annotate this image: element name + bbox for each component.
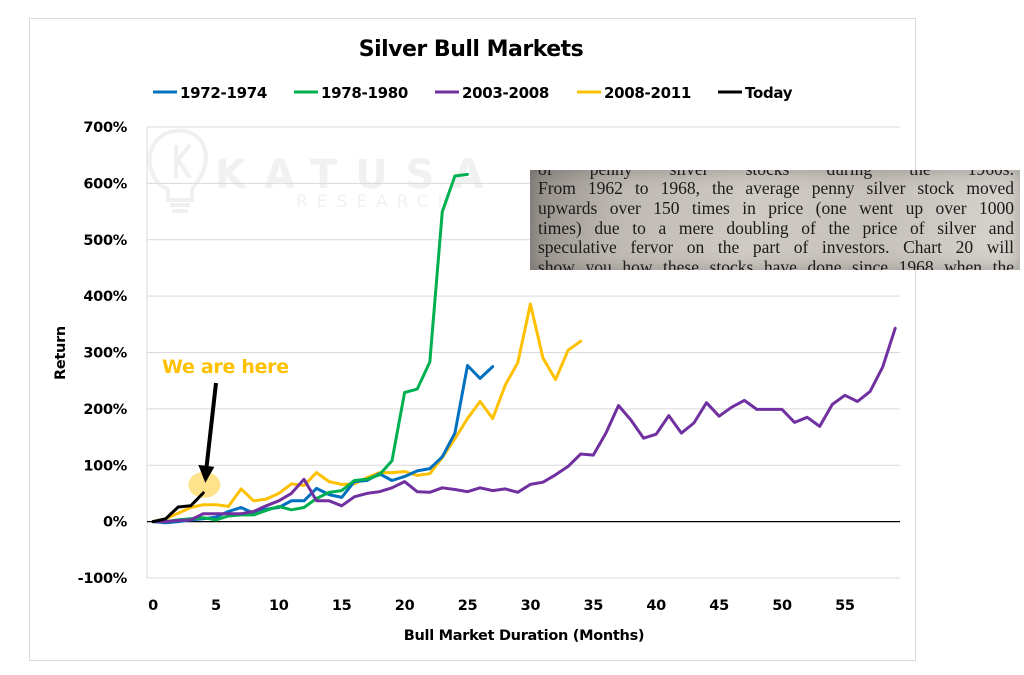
- excerpt-line: times) due to a mere doubling of the pri…: [538, 218, 1014, 238]
- x-tick-label: 10: [269, 598, 289, 614]
- x-axis-ticks: 0 5 10 15 20 25 30 35 40 45 50 55: [148, 598, 855, 614]
- excerpt-line: upwards over 150 times in price (one wen…: [538, 198, 1014, 218]
- legend: 1972-1974 1978-1980 2003-2008 2008-2011 Toda…: [153, 84, 793, 102]
- annotation-arrow: [198, 382, 218, 483]
- x-tick-label: 35: [584, 598, 604, 614]
- y-tick-label: 600%: [83, 176, 127, 192]
- x-tick-label: 20: [395, 598, 415, 614]
- y-tick-label: 400%: [83, 289, 127, 305]
- legend-item: 2003-2008: [435, 84, 549, 102]
- watermark-sub: RESEARCH: [296, 192, 459, 212]
- excerpt-line: show you how these stocks have done sinc…: [538, 257, 1014, 270]
- lightbulb-k-logo-icon: [147, 128, 208, 213]
- y-tick-label: 100%: [83, 458, 127, 474]
- legend-label: 2008-2011: [604, 84, 691, 102]
- legend-label: 1978-1980: [321, 84, 408, 102]
- excerpt-line: speculative fervor on the part of invest…: [538, 237, 1014, 257]
- legend-label: 2003-2008: [462, 84, 549, 102]
- x-tick-label: 5: [211, 598, 221, 614]
- y-tick-label: 0%: [103, 515, 128, 531]
- x-tick-label: 55: [835, 598, 855, 614]
- series-line-2008-2011: [151, 302, 583, 524]
- legend-label: 1972-1974: [180, 84, 267, 102]
- x-tick-label: 25: [458, 598, 478, 614]
- legend-item: Today: [718, 84, 793, 102]
- series-line-1978-1980: [151, 172, 469, 524]
- y-axis-label: Return: [53, 326, 69, 380]
- chart-title: Silver Bull Markets: [359, 37, 584, 62]
- legend-item: 1978-1980: [294, 84, 408, 102]
- legend-item: 2008-2011: [577, 84, 691, 102]
- x-tick-label: 30: [521, 598, 541, 614]
- chart-frame: [29, 18, 916, 661]
- series-lines: [151, 172, 897, 525]
- book-excerpt-image: of penny silver stocks during the 1960s.…: [530, 170, 1020, 270]
- x-tick-label: 15: [332, 598, 352, 614]
- x-tick-label: 40: [646, 598, 666, 614]
- y-tick-label: -100%: [78, 571, 128, 587]
- watermark: KATUSA RESEARCH: [147, 128, 501, 213]
- excerpt-line: of penny silver stocks during the 1960s.: [538, 170, 1014, 179]
- x-tick-label: 50: [772, 598, 792, 614]
- x-axis-label: Bull Market Duration (Months): [404, 628, 644, 644]
- legend-label: Today: [745, 84, 793, 102]
- series-line-1972-1974: [151, 364, 495, 525]
- watermark-brand: KATUSA: [215, 152, 501, 198]
- y-tick-label: 200%: [83, 402, 127, 418]
- legend-item: 1972-1974: [153, 84, 267, 102]
- excerpt-line: From 1962 to 1968, the average penny sil…: [538, 178, 1014, 198]
- annotation-highlight: [188, 471, 221, 498]
- y-axis-ticks: -100% 0% 100% 200% 300% 400% 500% 600% 700%: [78, 120, 128, 587]
- y-tick-label: 300%: [83, 346, 127, 362]
- x-tick-label: 45: [709, 598, 729, 614]
- annotation-text: We are here: [162, 356, 289, 378]
- y-tick-label: 500%: [83, 233, 127, 249]
- y-tick-label: 700%: [83, 120, 127, 136]
- x-tick-label: 0: [148, 598, 158, 614]
- series-line-2003-2008: [151, 326, 897, 524]
- series-line-today: [151, 491, 205, 524]
